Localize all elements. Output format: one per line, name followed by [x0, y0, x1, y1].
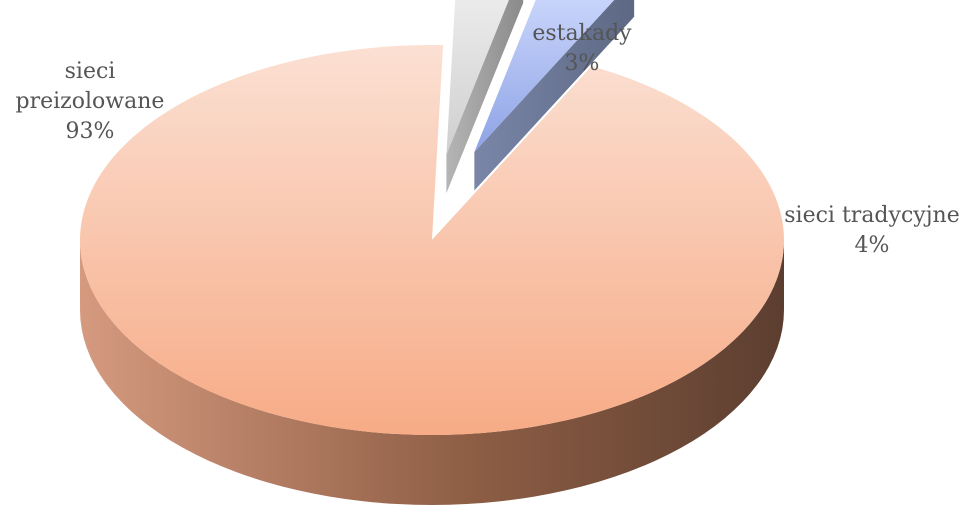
slice-name-label-2: estakady: [532, 21, 632, 46]
slice-value-label-1: 93%: [66, 119, 115, 144]
slice-label-2: estakady 3%: [532, 21, 632, 76]
slice-value-label-3: 4%: [855, 233, 890, 258]
pie-slice-top-3: [474, 0, 615, 153]
pie-slice-top-2: [446, 0, 509, 155]
slice-name-label-1: preizolowane: [16, 89, 165, 114]
pie-slice-top-1: [79, 44, 785, 436]
slice-name-label-1: sieci: [65, 59, 116, 84]
pie-slice-2: [446, 0, 524, 194]
slice-name-label-3: sieci tradycyjne: [784, 203, 959, 228]
pie-slice-face-3: [474, 0, 635, 191]
slice-label-3: sieci tradycyjne 4%: [784, 203, 959, 258]
pie-slice-3: [474, 0, 635, 191]
slice-value-label-2: 3%: [565, 51, 600, 76]
slice-label-1: sieci preizolowane 93%: [16, 59, 165, 144]
pie-slice-face-2: [446, 0, 524, 194]
pie-slice-1: [79, 44, 785, 505]
pie-slice-side-1: [80, 240, 784, 505]
